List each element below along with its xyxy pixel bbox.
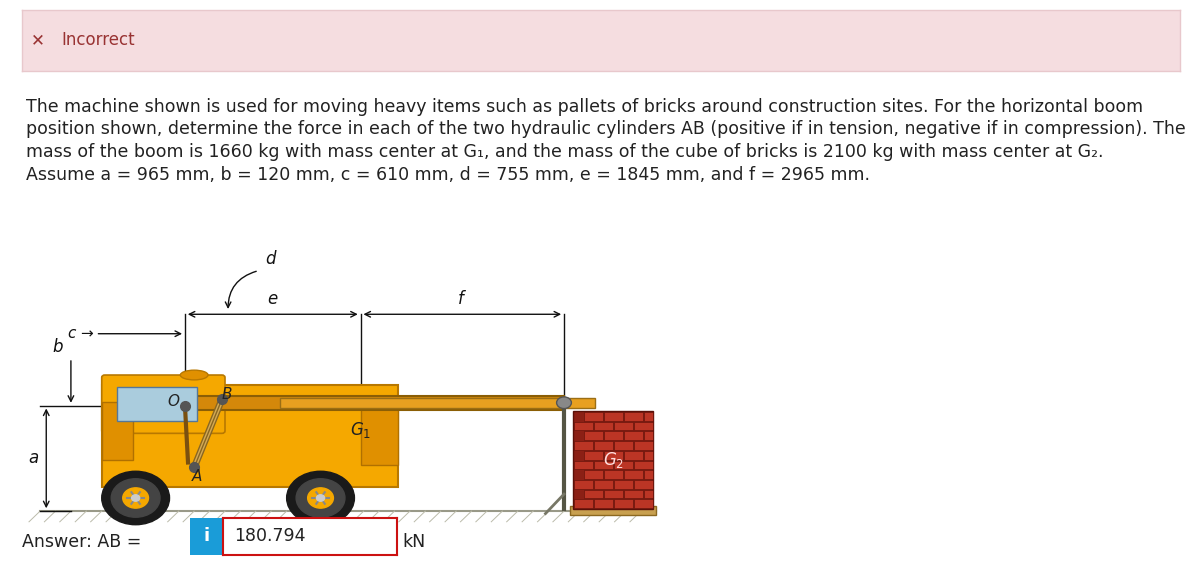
Bar [584,490,602,498]
Bar [614,500,632,508]
Bar [584,431,602,440]
Circle shape [287,471,354,524]
Bar [102,402,132,460]
Bar [644,412,653,421]
Bar [604,431,623,440]
Circle shape [317,495,325,501]
Bar [624,451,643,460]
Text: $c$ →: $c$ → [67,326,95,341]
Bar [594,460,613,469]
Bar [594,500,613,508]
Bar [644,470,653,479]
Bar [624,470,643,479]
Bar [604,412,623,421]
Bar [574,441,593,450]
Bar [614,460,632,469]
Bar [614,441,632,450]
Bar [185,396,564,409]
Text: 180.794: 180.794 [234,527,305,545]
Text: A: A [192,468,203,484]
Bar [281,398,595,408]
Bar [634,422,653,430]
Text: $b$: $b$ [52,337,64,356]
Circle shape [112,479,160,517]
Text: Incorrect: Incorrect [61,31,134,49]
Bar [574,422,593,430]
Bar [624,412,643,421]
Bar [102,385,397,487]
Text: Answer: AB =: Answer: AB = [22,533,140,551]
Circle shape [132,495,139,501]
Bar [644,490,653,498]
Bar [584,451,602,460]
Bar [360,407,397,465]
Bar [644,431,653,440]
Bar [604,451,623,460]
Text: $f$: $f$ [457,290,467,308]
Bar [624,490,643,498]
Circle shape [557,397,571,409]
Text: kN: kN [402,533,425,551]
Bar [614,422,632,430]
Bar [594,480,613,489]
Bar [118,387,197,421]
Text: $G_2$: $G_2$ [602,450,624,470]
Bar [634,480,653,489]
Text: Assume a = 965 mm, b = 120 mm, c = 610 mm, d = 755 mm, e = 1845 mm, and f = 2965: Assume a = 965 mm, b = 120 mm, c = 610 m… [26,166,870,184]
Text: $G_1$: $G_1$ [350,420,371,440]
Text: $a$: $a$ [28,450,38,467]
Circle shape [102,471,169,524]
Bar [634,441,653,450]
Bar [574,500,593,508]
Bar [634,460,653,469]
Bar [574,412,653,509]
Bar [604,470,623,479]
Text: O: O [168,394,180,409]
Bar [644,451,653,460]
Bar [614,480,632,489]
Text: The machine shown is used for moving heavy items such as pallets of bricks aroun: The machine shown is used for moving hea… [26,98,1144,116]
Bar [624,431,643,440]
Text: ✕: ✕ [31,31,44,49]
Bar [604,490,623,498]
Ellipse shape [180,370,208,380]
Bar [570,506,656,514]
Text: position shown, determine the force in each of the two hydraulic cylinders AB (p: position shown, determine the force in e… [26,120,1186,138]
Bar [594,441,613,450]
Bar [574,460,593,469]
Bar [574,480,593,489]
Bar [584,412,602,421]
Circle shape [307,488,334,508]
Text: i: i [203,527,210,545]
Bar [584,470,602,479]
Text: $e$: $e$ [268,290,278,308]
Circle shape [296,479,344,517]
FancyBboxPatch shape [102,375,224,433]
Bar [594,422,613,430]
Text: mass of the boom is 1660 kg with mass center at G₁, and the mass of the cube of : mass of the boom is 1660 kg with mass ce… [26,143,1104,161]
Bar [634,500,653,508]
Circle shape [122,488,149,508]
Text: B: B [222,387,232,402]
Text: $d$: $d$ [265,250,277,268]
